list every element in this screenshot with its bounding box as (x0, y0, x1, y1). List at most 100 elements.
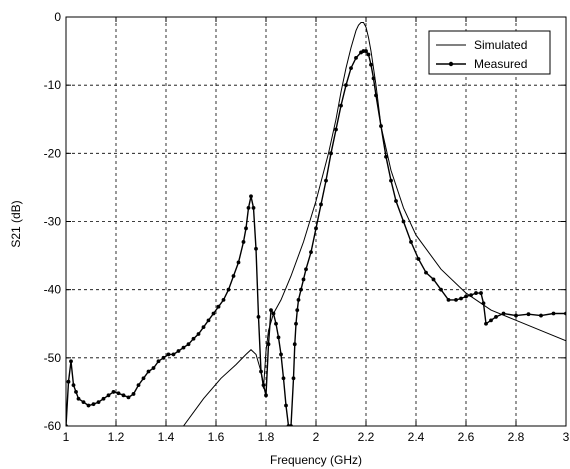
y-tick-label: -20 (44, 146, 62, 160)
measured-point (211, 311, 216, 316)
measured-point (246, 205, 251, 210)
measured-point (226, 287, 231, 292)
measured-point (251, 205, 256, 210)
measured-point (151, 366, 156, 370)
measured-point (501, 311, 506, 316)
measured-point (526, 312, 531, 317)
x-tick-label: 1.8 (258, 430, 275, 444)
measured-point (106, 393, 111, 398)
measured-point (379, 124, 383, 128)
measured-point (389, 178, 393, 183)
measured-point (161, 355, 166, 360)
measured-point (166, 352, 171, 357)
measured-point (141, 376, 146, 381)
measured-point (91, 402, 96, 407)
measured-point (474, 291, 478, 295)
measured-point (366, 52, 371, 57)
measured-point (201, 325, 206, 330)
measured-point (259, 369, 263, 374)
measured-point (271, 311, 276, 316)
x-tick-label: 2.6 (458, 430, 475, 444)
measured-point (281, 376, 286, 381)
y-tick-labels: 0 -10 -20 -30 -40 -50 -60 (44, 10, 62, 433)
measured-point (484, 321, 488, 326)
measured-point (424, 270, 428, 275)
measured-point (269, 308, 273, 313)
y-tick-label: -60 (44, 419, 62, 433)
measured-point (324, 178, 328, 183)
measured-point (464, 294, 468, 299)
measured-point (274, 321, 278, 326)
measured-point (231, 274, 236, 278)
measured-point (416, 257, 421, 261)
measured-point (494, 315, 498, 319)
legend-measured-marker (448, 61, 454, 67)
measured-point (71, 383, 76, 387)
measured-point (296, 297, 301, 302)
y-axis-label: S21 (dB) (9, 200, 23, 247)
measured-point (101, 396, 106, 401)
x-tick-label: 1 (63, 430, 70, 444)
legend-box (428, 30, 551, 75)
measured-point (384, 154, 388, 159)
measured-point (292, 342, 297, 347)
measured-point (244, 226, 248, 231)
axes-frame (65, 16, 567, 427)
measured-point (146, 369, 151, 374)
measured-point (221, 297, 226, 302)
measured-point (291, 376, 296, 381)
x-tick-label: 2.2 (358, 430, 375, 444)
measured-point (364, 49, 368, 53)
measured-point (136, 383, 141, 387)
x-tick-label: 1.4 (158, 430, 175, 444)
measured-point (74, 390, 78, 394)
x-tick-label: 3 (563, 430, 570, 444)
measured-point (156, 359, 161, 364)
measured-point (329, 151, 333, 156)
measured-point (249, 194, 253, 199)
measured-point (76, 396, 81, 401)
x-tick-labels: 1 1.2 1.4 1.6 1.8 2 2.2 2.4 2.6 2.8 3 (63, 430, 570, 444)
grid-lines (66, 17, 566, 426)
x-tick-label: 2.8 (508, 430, 525, 444)
measured-point (131, 392, 136, 396)
y-tick-label: -30 (44, 215, 62, 229)
measured-point (394, 199, 398, 203)
measured-point (186, 342, 191, 347)
measured-point (479, 291, 483, 295)
measured-point (301, 277, 306, 282)
measured-point (66, 379, 71, 384)
measured-point (176, 349, 181, 353)
x-tick-label: 2 (313, 430, 320, 444)
measured-point (206, 318, 211, 323)
measured-point (264, 393, 268, 398)
y-tick-label: -10 (44, 78, 62, 92)
y-tick-label: -40 (44, 283, 62, 297)
measured-point (309, 250, 313, 255)
measured-point (236, 260, 241, 265)
measured-point (319, 202, 323, 207)
measured-point (409, 240, 413, 244)
measured-point (401, 219, 406, 224)
measured-point (284, 403, 288, 408)
measured-point (469, 293, 473, 298)
measured-point (116, 391, 121, 396)
measured-point (354, 56, 358, 60)
measured-point (431, 277, 436, 282)
measured-point (254, 246, 258, 251)
y-tick-label: -50 (44, 351, 62, 365)
series-simulated-line (183, 22, 566, 426)
measured-point (295, 308, 300, 313)
measured-point (439, 287, 443, 292)
measured-point (459, 296, 463, 301)
measured-point (171, 352, 176, 357)
measured-point (266, 342, 271, 347)
measured-point (551, 311, 556, 316)
measured-point (111, 390, 116, 394)
measured-point (191, 336, 196, 341)
plot-area (66, 22, 566, 426)
measured-point (256, 315, 261, 319)
legend-simulated-label: Simulated (474, 38, 527, 52)
measured-point (304, 267, 308, 272)
measured-point (181, 345, 186, 350)
